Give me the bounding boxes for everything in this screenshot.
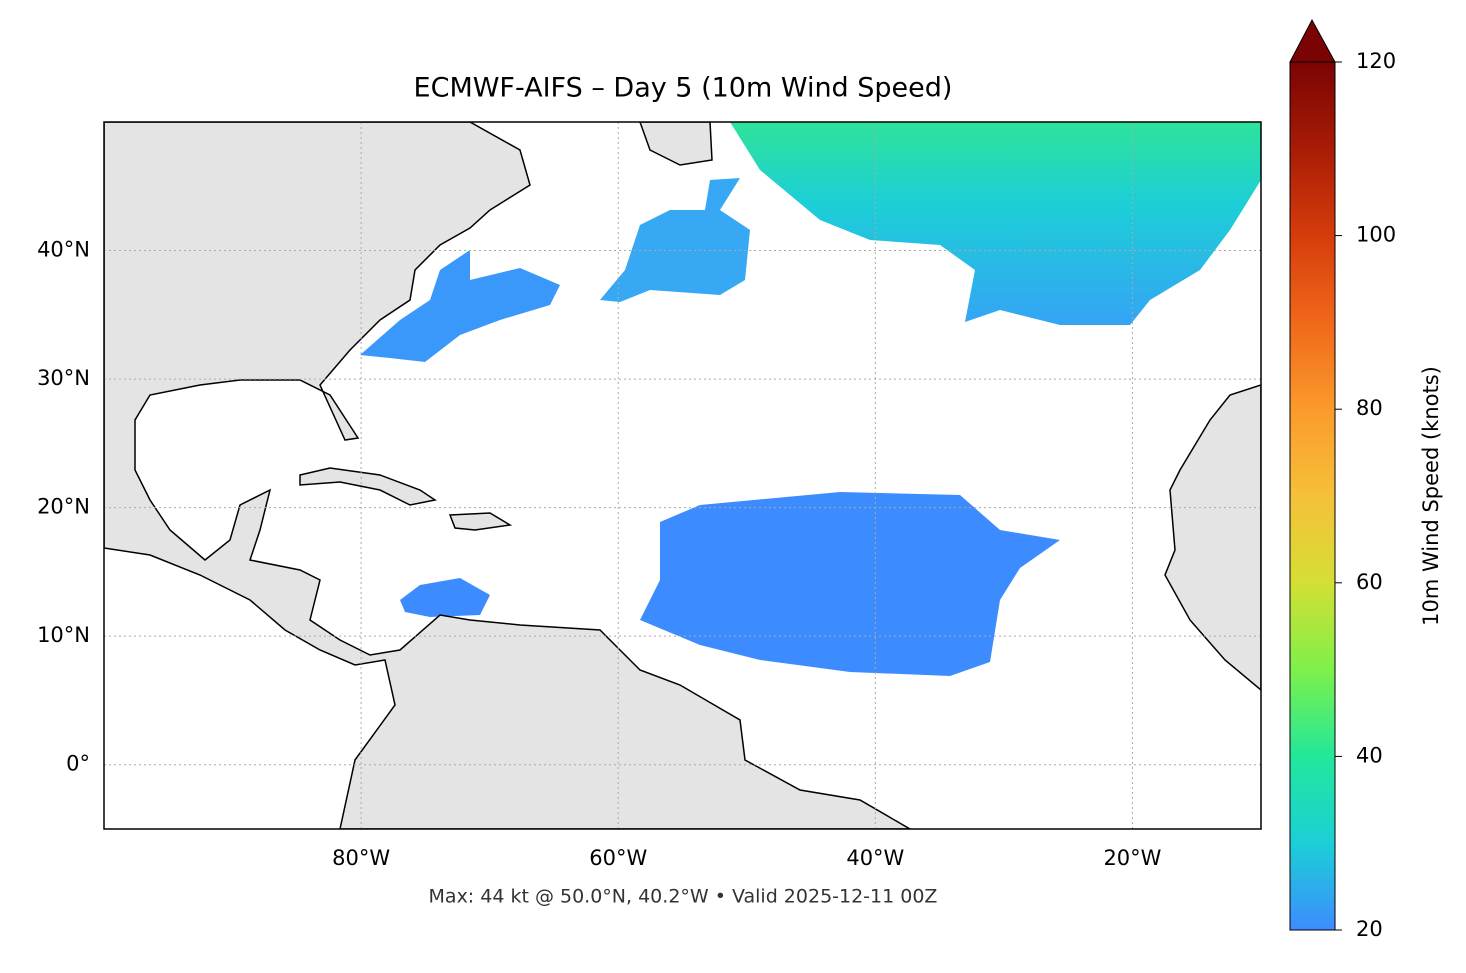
colorbar-tick-label: 80 (1356, 396, 1383, 420)
land (299, 467, 437, 506)
land (1164, 384, 1261, 691)
colorbar-tick-label: 60 (1356, 570, 1383, 594)
map-area (104, 122, 1261, 829)
y-tick-label: 20°N (37, 495, 90, 519)
colorbar (1289, 61, 1336, 931)
x-tick-label: 80°W (332, 846, 390, 870)
map-title: ECMWF-AIFS – Day 5 (10m Wind Speed) (414, 73, 953, 104)
wind-area (730, 122, 1261, 325)
colorbar-extend (1289, 18, 1336, 63)
y-tick-label: 0° (66, 752, 90, 776)
colorbar-tick-label: 40 (1356, 743, 1383, 767)
land (639, 122, 713, 166)
colorbar-tick-label: 100 (1356, 223, 1396, 247)
wind-area (640, 492, 1060, 676)
wind-area (400, 578, 490, 617)
land (448, 512, 513, 531)
wind-area (600, 178, 750, 302)
x-tick-label: 20°W (1103, 846, 1161, 870)
y-tick-label: 40°N (37, 238, 90, 262)
footer-note: Max: 44 kt @ 50.0°N, 40.2°W • Valid 2025… (429, 886, 938, 908)
map-frame (103, 121, 1262, 830)
x-tick-label: 60°W (589, 846, 647, 870)
wind-area (360, 250, 560, 362)
y-tick-label: 30°N (37, 366, 90, 390)
colorbar-tick-label: 20 (1356, 917, 1383, 941)
y-tick-label: 10°N (37, 623, 90, 647)
colorbar-tick-label: 120 (1356, 49, 1396, 73)
colorbar-label: 10m Wind Speed (knots) (1419, 366, 1443, 626)
x-tick-label: 40°W (846, 846, 904, 870)
land (104, 122, 912, 829)
